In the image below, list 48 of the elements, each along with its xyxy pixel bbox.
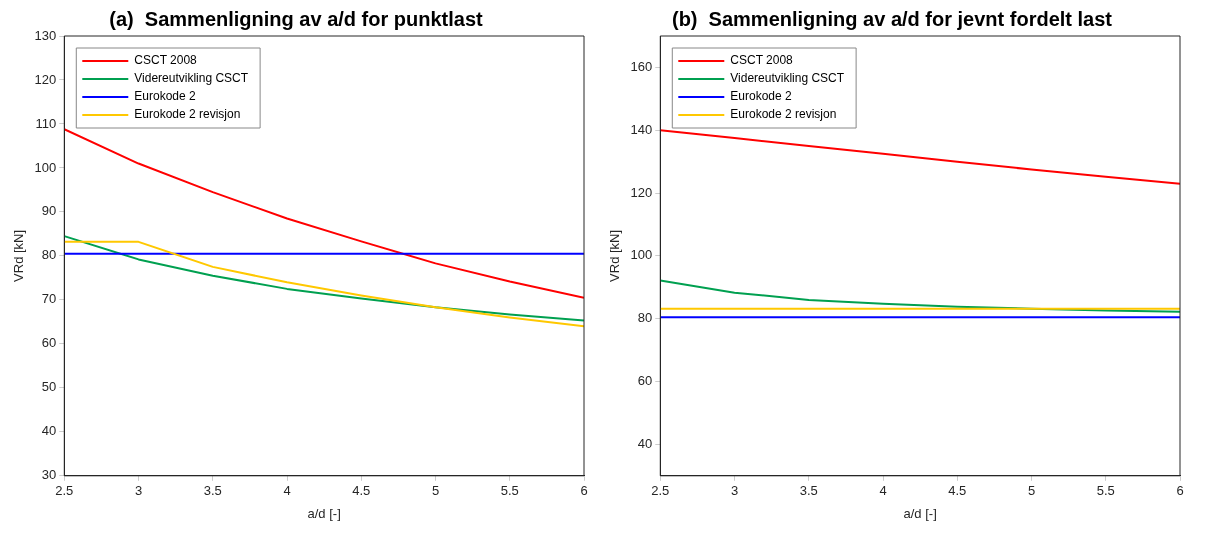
x-tick-label: 5.5	[1096, 483, 1115, 499]
y-tick-label: 120	[630, 184, 653, 200]
x-tick-label: 6	[580, 483, 588, 499]
x-tick-label: 3.5	[799, 483, 818, 499]
chart-title: (b) Sammenligning av a/d for jevnt fordelt last	[671, 7, 1113, 30]
y-axis-title: VRd [kN]	[607, 229, 623, 282]
x-tick-label: 4	[879, 483, 887, 499]
x-axis-title: a/d [-]	[903, 505, 937, 521]
x-axis-title: a/d [-]	[307, 505, 341, 521]
x-tick-label: 3.5	[203, 483, 222, 499]
x-tick-label: 2.5	[651, 483, 670, 499]
y-tick-label: 130	[34, 27, 57, 43]
y-tick-label: 120	[34, 71, 57, 87]
y-tick-label: 100	[630, 247, 653, 263]
y-tick-label: 60	[637, 373, 653, 389]
x-tick-label: 2.5	[55, 483, 74, 499]
y-tick-label: 160	[630, 58, 653, 74]
y-tick-label: 140	[630, 121, 653, 137]
x-tick-label: 4.5	[352, 483, 371, 499]
legend-label: Eurokode 2	[730, 89, 792, 104]
y-axis-title: VRd [kN]	[11, 229, 27, 282]
y-tick-label: 80	[41, 247, 57, 263]
legend-label: Videreutvikling CSCT	[730, 71, 845, 86]
x-tick-label: 5	[1027, 483, 1036, 499]
legend-label: Videreutvikling CSCT	[134, 71, 249, 86]
legend-label: Eurokode 2 revisjon	[134, 107, 241, 122]
y-tick-label: 30	[41, 467, 57, 483]
x-tick-label: 3	[730, 483, 739, 499]
x-tick-label: 4.5	[948, 483, 967, 499]
legend-label: CSCT 2008	[134, 53, 198, 68]
y-tick-label: 50	[41, 379, 57, 395]
x-tick-label: 6	[1176, 483, 1184, 499]
legend-label: CSCT 2008	[730, 53, 794, 68]
y-tick-label: 100	[34, 159, 57, 175]
y-tick-label: 80	[637, 310, 653, 326]
y-tick-label: 110	[35, 115, 57, 131]
legend-label: Eurokode 2 revisjon	[730, 107, 837, 122]
y-tick-label: 70	[41, 291, 57, 307]
x-tick-label: 4	[283, 483, 291, 499]
y-tick-label: 40	[41, 423, 57, 439]
x-tick-label: 5.5	[500, 483, 519, 499]
y-tick-label: 90	[41, 203, 57, 219]
x-tick-label: 5	[431, 483, 440, 499]
x-tick-label: 3	[134, 483, 143, 499]
y-tick-label: 40	[637, 435, 653, 451]
y-tick-label: 60	[41, 335, 57, 351]
chart-title: (a) Sammenligning av a/d for punktlast	[109, 7, 484, 30]
legend-label: Eurokode 2	[134, 89, 196, 104]
